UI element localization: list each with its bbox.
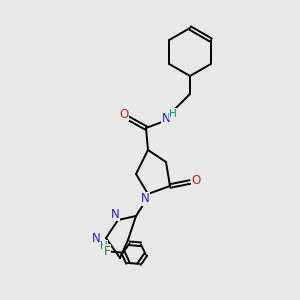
Text: H: H	[169, 109, 177, 119]
Text: H: H	[100, 241, 108, 251]
Text: O: O	[191, 173, 201, 187]
Text: N: N	[162, 112, 170, 124]
Text: F: F	[104, 245, 110, 258]
Text: N: N	[92, 232, 100, 244]
Text: N: N	[141, 193, 149, 206]
Text: N: N	[111, 208, 119, 220]
Text: O: O	[119, 107, 129, 121]
